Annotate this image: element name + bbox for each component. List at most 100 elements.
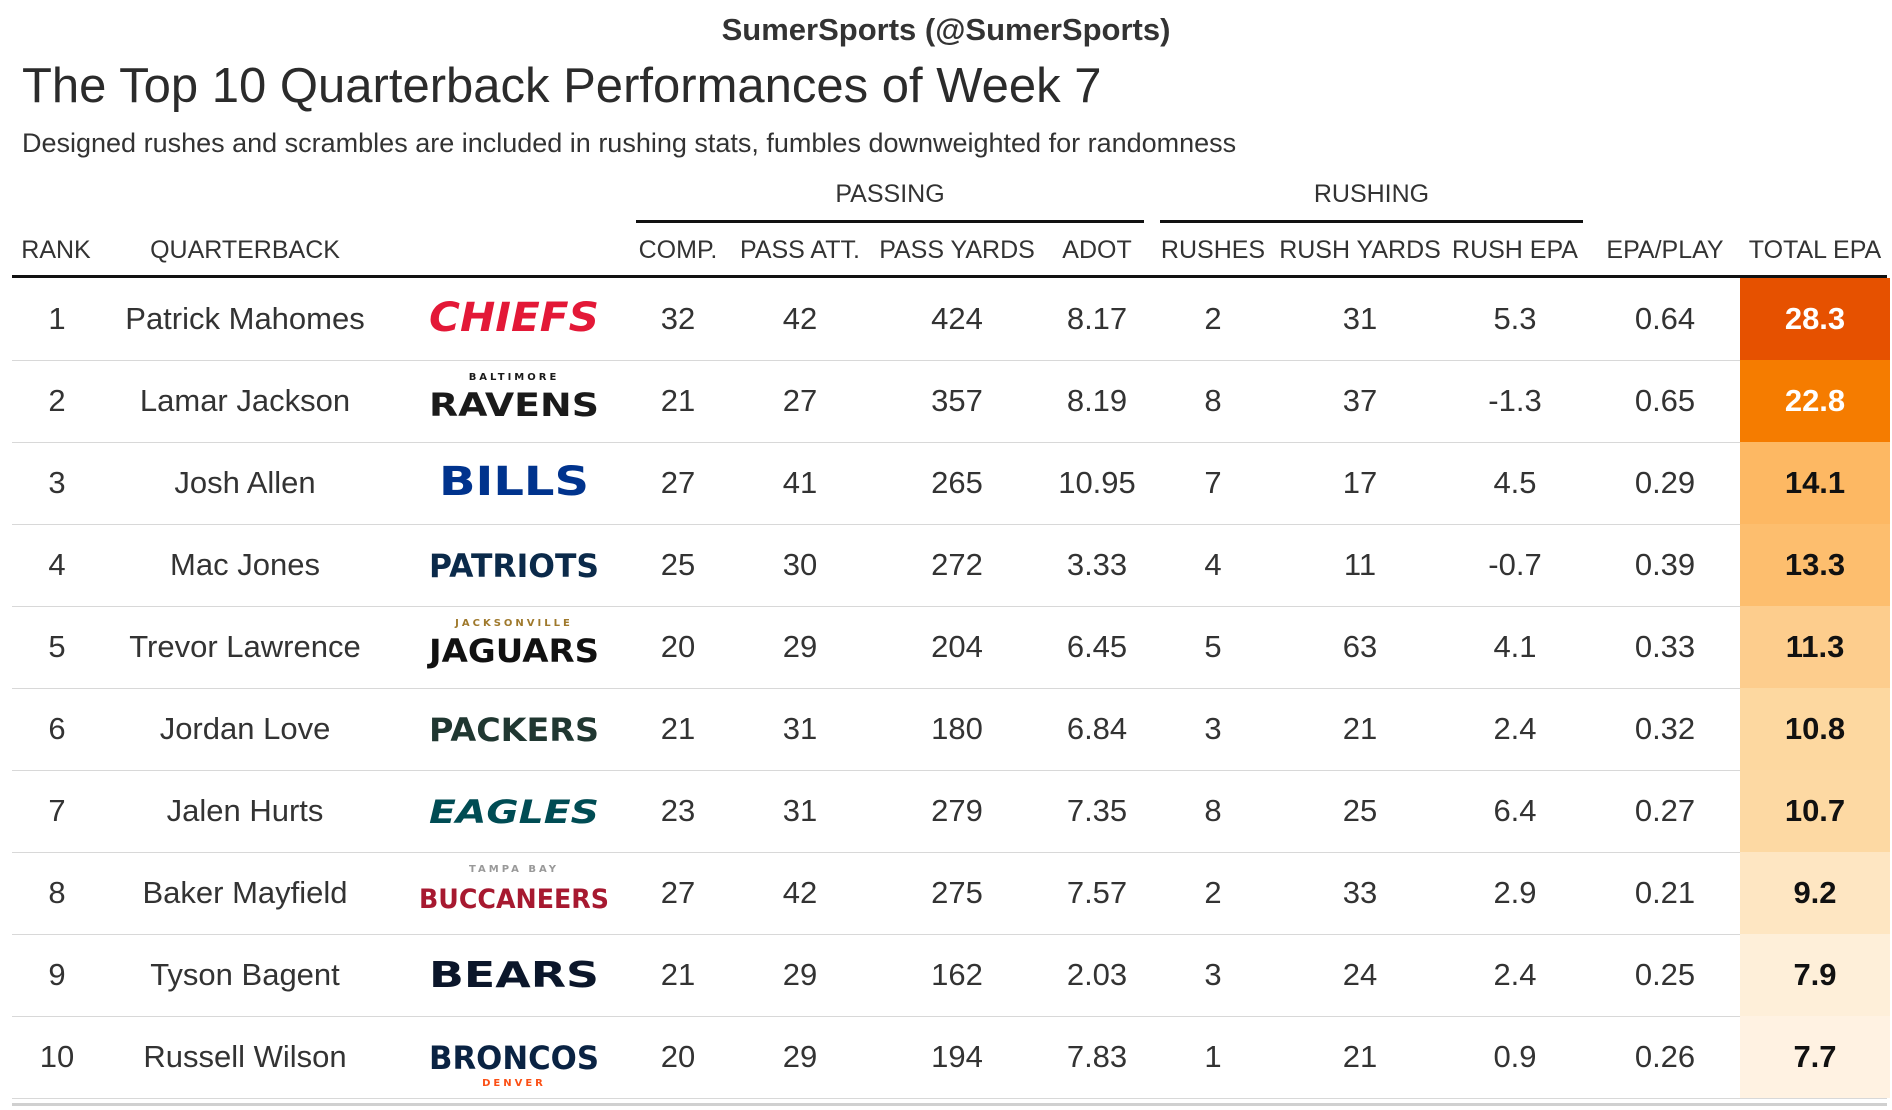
rushes-cell: 1: [1204, 1039, 1222, 1074]
pass-yards-cell: 265: [931, 465, 983, 500]
team-wordmark-icon: BEARS: [429, 955, 599, 996]
comp-cell: 25: [660, 547, 696, 582]
comp-cell: 21: [660, 383, 696, 418]
quarterback-name: Trevor Lawrence: [129, 629, 361, 664]
table-row: 3 Josh Allen 27 41 265 10.95 7 17 4.5 0.29 BILLS 14…: [12, 442, 1890, 525]
rush-yards-cell: 37: [1342, 383, 1378, 418]
rank-cell: 6: [48, 711, 66, 746]
rush-epa-cell: -0.7: [1488, 547, 1542, 582]
rushes-cell: 4: [1204, 547, 1222, 582]
comp-cell: 23: [660, 793, 696, 828]
total-epa-cell: 10.8: [1740, 688, 1890, 770]
comp-cell: 27: [660, 465, 696, 500]
total-epa-cell: 13.3: [1740, 524, 1890, 606]
team-logo-subtext: TAMPA BAY: [469, 864, 559, 875]
rank-cell: 4: [48, 547, 66, 582]
rank-cell: 2: [48, 383, 66, 418]
column-header-quarterback: QUARTERBACK: [150, 236, 340, 264]
team-wordmark-icon: TAMPA BAY BUCCANEERS: [419, 864, 609, 915]
comp-cell: 27: [660, 875, 696, 910]
pass-att-cell: 30: [782, 547, 818, 582]
credit-line: SumerSports (@SumerSports): [721, 12, 1171, 47]
team-wordmark-icon: JACKSONVILLE JAGUARS: [427, 618, 599, 670]
group-rule-rushing: [1160, 220, 1583, 223]
table-row: 4 Mac Jones 25 30 272 3.33 4 11 -0.7 0.39 PATRIOTS…: [12, 524, 1890, 607]
adot-cell: 10.95: [1058, 465, 1136, 500]
table-row: 7 Jalen Hurts 23 31 279 7.35 8 25 6.4 0.27 EAGLES 1…: [12, 770, 1890, 853]
rank-cell: 8: [48, 875, 66, 910]
header-rule: [12, 275, 1887, 278]
rank-cell: 9: [48, 957, 66, 992]
pass-yards-cell: 279: [931, 793, 983, 828]
table-row: 2 Lamar Jackson 21 27 357 8.19 8 37 -1.3 0.65 BALT…: [12, 360, 1890, 443]
team-logo: PATRIOTS: [404, 524, 624, 606]
table-row: 9 Tyson Bagent 21 29 162 2.03 3 24 2.4 0.25 BEARS 7…: [12, 934, 1890, 1017]
column-header-adot: ADOT: [1062, 236, 1132, 264]
adot-cell: 7.35: [1066, 793, 1128, 828]
total-epa-cell: 11.3: [1740, 606, 1890, 688]
team-wordmark-icon: PATRIOTS: [429, 547, 599, 585]
total-epa-cell: 9.2: [1740, 852, 1890, 934]
rush-epa-cell: 2.9: [1493, 875, 1537, 910]
rush-yards-cell: 17: [1342, 465, 1378, 500]
pass-yards-cell: 204: [931, 629, 983, 664]
column-header-rushes: RUSHES: [1160, 236, 1266, 264]
epa-play-cell: 0.32: [1634, 711, 1696, 746]
rushes-cell: 8: [1204, 793, 1222, 828]
rank-cell: 10: [39, 1039, 75, 1074]
team-logo: BEARS: [404, 934, 624, 1016]
team-logo-wordmark: BRONCOS: [429, 1039, 599, 1077]
pass-att-cell: 41: [782, 465, 818, 500]
rush-yards-cell: 33: [1342, 875, 1378, 910]
rushes-cell: 3: [1204, 711, 1222, 746]
adot-cell: 7.57: [1066, 875, 1128, 910]
rushes-cell: 7: [1204, 465, 1222, 500]
column-header-comp: COMP.: [638, 236, 718, 264]
rush-epa-cell: 4.1: [1493, 629, 1537, 664]
team-logo-subtext: JACKSONVILLE: [454, 618, 573, 629]
quarterback-name: Lamar Jackson: [139, 383, 351, 418]
adot-cell: 7.83: [1066, 1039, 1128, 1074]
pass-yards-cell: 194: [931, 1039, 983, 1074]
quarterback-name: Tyson Bagent: [150, 957, 340, 992]
quarterback-name: Mac Jones: [170, 547, 320, 582]
adot-cell: 8.17: [1066, 301, 1128, 336]
epa-play-cell: 0.39: [1634, 547, 1696, 582]
rush-epa-cell: 6.4: [1493, 793, 1537, 828]
team-logo-wordmark: CHIEFS: [429, 295, 599, 341]
pass-att-cell: 42: [782, 301, 818, 336]
adot-cell: 6.84: [1066, 711, 1128, 746]
epa-play-cell: 0.65: [1634, 383, 1696, 418]
pass-yards-cell: 424: [931, 301, 983, 336]
total-epa-cell: 10.7: [1740, 770, 1890, 852]
team-logo: DENVER BRONCOS: [404, 1016, 624, 1098]
team-logo-subtext: DENVER: [482, 1078, 546, 1089]
team-logo-wordmark: PATRIOTS: [429, 547, 599, 585]
quarterback-name: Patrick Mahomes: [125, 301, 365, 336]
rush-epa-cell: 2.4: [1493, 711, 1537, 746]
table-row: 1 Patrick Mahomes 32 42 424 8.17 2 31 5.3 0.64 CHI…: [12, 278, 1890, 361]
team-logo-wordmark: EAGLES: [429, 793, 599, 831]
pass-att-cell: 29: [782, 629, 818, 664]
team-logo: EAGLES: [404, 770, 624, 852]
comp-cell: 21: [660, 711, 696, 746]
rush-yards-cell: 24: [1342, 957, 1378, 992]
table-row: 8 Baker Mayfield 27 42 275 7.57 2 33 2.9 0.21 TAMP…: [12, 852, 1890, 935]
adot-cell: 6.45: [1066, 629, 1128, 664]
total-epa-cell: 7.7: [1740, 1016, 1890, 1098]
pass-att-cell: 29: [782, 957, 818, 992]
pass-att-cell: 27: [782, 383, 818, 418]
comp-cell: 32: [660, 301, 696, 336]
pass-att-cell: 29: [782, 1039, 818, 1074]
team-logo-wordmark: BILLS: [439, 459, 589, 505]
team-logo-subtext: BALTIMORE: [469, 372, 560, 383]
pass-att-cell: 42: [782, 875, 818, 910]
adot-cell: 3.33: [1066, 547, 1128, 582]
quarterback-name: Russell Wilson: [143, 1039, 347, 1074]
rushes-cell: 2: [1204, 301, 1222, 336]
epa-play-cell: 0.21: [1634, 875, 1696, 910]
epa-play-cell: 0.33: [1634, 629, 1696, 664]
team-logo-wordmark: RAVENS: [429, 386, 599, 424]
quarterback-name: Baker Mayfield: [142, 875, 348, 910]
